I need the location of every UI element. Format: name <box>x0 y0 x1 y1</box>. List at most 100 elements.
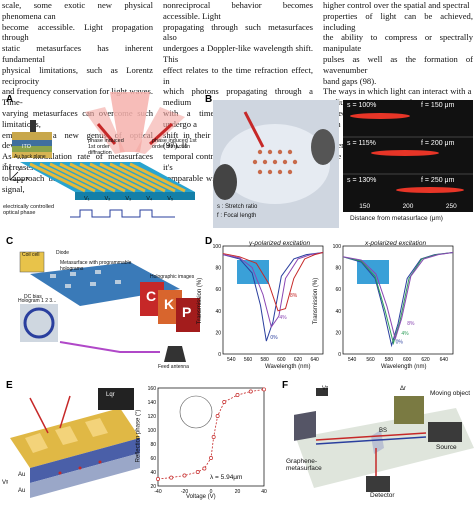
b-xlabel: Distance from metasurface (μm) <box>350 215 443 222</box>
text-line: band gaps (98). <box>323 75 377 86</box>
d-right-ylabel: Transmission (%) <box>313 277 320 325</box>
d-left-xlabel: Wavelength (nm) <box>265 364 311 370</box>
text-line: varying metasurfaces can overcome such l… <box>2 107 153 129</box>
row1-s: s = 100% <box>347 102 377 109</box>
detector-label: Detector <box>370 492 395 499</box>
e-xlabel: Voltage (V) <box>186 494 216 500</box>
phase-label-2: phase induced 1st order diffraction <box>152 138 197 150</box>
voltage-label: V₂ <box>104 196 111 202</box>
b-x-tick: 200 <box>402 203 414 210</box>
y-tick-label: 0 <box>218 352 221 358</box>
series-line-4% <box>342 251 454 346</box>
row2-f: f = 200 μm <box>421 140 455 147</box>
panel-c: C Coil cell Diode Metasurface with progr… <box>0 234 203 374</box>
lambda-label: λ = 5.94μm <box>210 474 243 481</box>
y-tick-label: 40 <box>335 309 341 315</box>
moving-object-label: Moving object <box>430 390 471 397</box>
data-point <box>222 400 227 404</box>
text-line: scale, some exotic new physical phenomen… <box>2 0 153 21</box>
x-tick-label: 640 <box>310 357 319 363</box>
graphene-label: Graphene-metasurface <box>286 458 322 472</box>
text-line: static metasurfaces has inherent fundame… <box>2 43 153 64</box>
y-tick-label: 100 <box>333 244 342 250</box>
coil-cell-label: Coil cell <box>22 252 40 258</box>
text-line: nonreciprocal behavior becomes accessibl… <box>163 0 313 21</box>
panel-b-figure <box>213 100 473 228</box>
y-tick-label: 40 <box>215 309 221 315</box>
delta-label: Δr <box>400 386 407 392</box>
x-tick-label: 560 <box>244 357 253 363</box>
text-line: and frequency conservation for light wav… <box>2 86 153 108</box>
holo-letter: P <box>182 304 192 320</box>
device-inset <box>237 260 269 284</box>
voltage-label: V₁ <box>84 196 90 202</box>
ito-label: ITO <box>22 144 32 150</box>
data-point <box>195 470 200 474</box>
text-line: pulses as well as the formation of waven… <box>323 53 473 75</box>
panel-f: F Vᵍ Δr Moving object BS Graphene-metasu… <box>276 378 474 504</box>
panel-f-figure <box>294 388 474 492</box>
phase-label-1: phase induced 1st order diffraction <box>88 138 124 156</box>
y-tick-label: 80 <box>150 442 156 448</box>
panel-label-f: F <box>282 380 289 391</box>
series-line-8% <box>222 251 324 312</box>
optical-phase-caption: electrically controlled optical phase <box>3 204 55 216</box>
data-point <box>169 475 174 480</box>
panel-a-figure <box>9 92 195 218</box>
voltage-label: V₅ <box>167 196 174 202</box>
x-tick-label: 600 <box>277 357 286 363</box>
plot-frame <box>342 245 454 355</box>
axis-label-z: z <box>4 162 7 168</box>
y-tick-label: 80 <box>215 266 221 272</box>
d-left-title: y-polarized excitation <box>249 240 311 247</box>
series-label: 0% <box>270 335 278 341</box>
panel-e-device <box>10 388 140 498</box>
series-label: 4% <box>279 315 287 321</box>
panel-c-figure <box>19 251 200 362</box>
panel-label-d: D <box>205 236 213 247</box>
voltage-labels: V₁ V₂ V₃ V₄ V₅ <box>84 196 173 202</box>
stretch-ratio-legend: s : Stretch ratio <box>217 204 258 210</box>
row1-f: f = 150 μm <box>421 102 455 109</box>
e-vg-label: Vᵍ <box>2 480 9 486</box>
series-line-4% <box>222 251 324 329</box>
x-tick-label: 580 <box>385 357 394 363</box>
axis-label-x: x <box>26 176 29 182</box>
au-label-2: Au <box>18 488 26 494</box>
y-tick-label: 60 <box>215 287 221 293</box>
x-tick-label: 0 <box>210 489 213 495</box>
text-line: become accessible. Light propagation thr… <box>2 21 153 43</box>
data-point <box>248 389 253 394</box>
x-tick-label: -20 <box>181 489 188 495</box>
text-line: higher control over the spatial and spec… <box>323 0 470 10</box>
data-point <box>262 387 266 392</box>
dc-bias-label: DC bias <box>24 294 42 300</box>
text-line: undergoes a Doppler-like wavelength shif… <box>163 43 313 64</box>
e-ylabel: Reflection phase (°) <box>135 409 142 463</box>
panel-a: A phase induced 1st order <box>0 92 200 230</box>
series-label: 8% <box>290 293 298 299</box>
panel-b: B s : Stretch ratio f : Focal length s =… <box>205 92 474 230</box>
data-point <box>202 466 207 471</box>
text-line: propagating through such metasurfaces al… <box>163 21 313 43</box>
data-point <box>215 414 220 418</box>
text-line: properties of light can be achieved, inc… <box>323 10 473 32</box>
x-tick-label: 640 <box>440 357 449 363</box>
d-right-xlabel: Wavelength (nm) <box>381 364 427 370</box>
y-tick-label: 20 <box>215 330 221 336</box>
d-left-ylabel: Transmission (%) <box>197 277 204 325</box>
y-tick-label: 160 <box>148 386 157 392</box>
phase-curve <box>157 389 265 480</box>
au-label-1: Au <box>18 472 26 478</box>
text-line: As the modulation rate of metasurfaces i… <box>2 151 153 172</box>
f-vg-label: Vᵍ <box>322 386 329 392</box>
device-inset <box>357 260 389 284</box>
diode-label: Diode <box>56 250 70 256</box>
focal-length-legend: f : Focal length <box>217 213 257 219</box>
panel-label-a: A <box>6 94 14 105</box>
x-tick-label: 40 <box>261 489 267 495</box>
holographic-images-label: Holographic images <box>150 274 195 280</box>
y-tick-label: 120 <box>148 414 157 420</box>
x-tick-label: 540 <box>348 357 357 363</box>
